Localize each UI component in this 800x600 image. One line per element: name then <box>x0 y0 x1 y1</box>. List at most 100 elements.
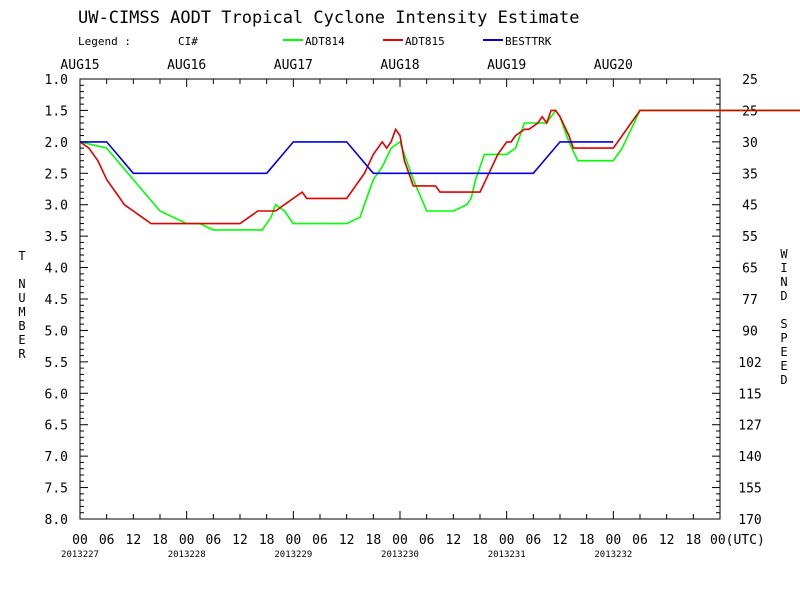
y-left-tick-label: 5.0 <box>45 324 68 339</box>
x-hour-label: 18 <box>259 533 275 548</box>
series-line-adt814 <box>79 109 800 231</box>
legend-label: Legend : <box>78 35 131 48</box>
y-right-title-char: N <box>780 275 787 289</box>
chart-title: UW-CIMSS AODT Tropical Cyclone Intensity… <box>78 8 580 28</box>
x-hour-label: 12 <box>339 533 355 548</box>
x-hour-label: 18 <box>366 533 382 548</box>
x-date-label: 2013228 <box>168 550 206 560</box>
y-left-title-char: B <box>18 319 25 333</box>
x-hour-labels: 00 06 12 18 00 06 12 18 00 06 12 18 00 06 12 18 00 06 12 18… <box>72 533 765 548</box>
x-hour-label: 12 <box>446 533 462 548</box>
y-right-tick-label: 30 <box>742 136 758 151</box>
y-left-tick-label: 1.0 <box>45 73 68 88</box>
y-right-title-char: I <box>780 261 787 275</box>
y-right-tick-label: 77 <box>742 293 758 308</box>
x-hour-label: 00(UTC) <box>710 533 765 548</box>
legend-ci: CI# <box>178 35 198 48</box>
x-hour-label: 06 <box>526 533 542 548</box>
y-left-tick-label: 7.5 <box>45 482 68 497</box>
y-right-tick-label: 25 <box>742 104 758 119</box>
x-hour-label: 00 <box>286 533 302 548</box>
y-right-tick-label: 55 <box>742 230 758 245</box>
x-date-label: 2013231 <box>488 550 526 560</box>
legend: ADT814 ADT815 BESTTRK <box>283 35 552 48</box>
y-right-tick-label: 102 <box>738 356 761 371</box>
y-right-tick-label: 90 <box>742 324 758 339</box>
x-hour-label: 06 <box>206 533 222 548</box>
x-hour-label: 18 <box>152 533 168 548</box>
series-layer <box>79 109 800 231</box>
series-line-besttrk <box>80 141 614 175</box>
top-date-label: AUG16 <box>167 58 206 73</box>
y-right-title-char: E <box>780 359 787 373</box>
x-hour-label: 18 <box>686 533 702 548</box>
x-hour-label: 06 <box>312 533 328 548</box>
y-left-tick-label: 1.5 <box>45 104 68 119</box>
y-left-tick-label: 3.0 <box>45 199 68 214</box>
y-left-title-char: E <box>18 333 25 347</box>
y-left-tick-labels: 1.0 1.5 2.0 2.5 3.0 3.5 4.0 4.5 5.0 5.5 6.0 6.5 7.0 7… <box>45 73 68 528</box>
top-date-label: AUG17 <box>274 58 313 73</box>
x-date-labels: 2013227 2013228 2013229 2013230 2013231 20132… <box>61 550 632 560</box>
x-date-label: 2013229 <box>274 550 312 560</box>
y-right-tick-label: 115 <box>738 387 761 402</box>
x-date-label: 2013227 <box>61 550 99 560</box>
y-left-title-char: U <box>18 291 25 305</box>
y-right-title-char: D <box>780 289 787 303</box>
x-hour-label: 00 <box>72 533 88 548</box>
x-hour-label: 00 <box>499 533 515 548</box>
y-right-title-char: P <box>780 331 787 345</box>
x-hour-label: 06 <box>632 533 648 548</box>
legend-entry-adt814: ADT814 <box>305 35 345 48</box>
y-right-tick-label: 35 <box>742 167 758 182</box>
y-left-tick-label: 4.0 <box>45 262 68 277</box>
top-date-label: AUG15 <box>60 58 99 73</box>
x-hour-label: 00 <box>392 533 408 548</box>
y-right-tick-label: 45 <box>742 199 758 214</box>
y-right-title-char: W <box>780 247 788 261</box>
y-left-tick-label: 3.5 <box>45 230 68 245</box>
y-right-tick-labels: 25 25 30 35 45 55 65 77 90 102 115 127 140 155 170 <box>738 73 761 528</box>
y-left-title-char: M <box>18 305 25 319</box>
x-hour-label: 18 <box>579 533 595 548</box>
legend-entry-adt815: ADT815 <box>405 35 445 48</box>
top-date-label: AUG19 <box>487 58 526 73</box>
y-right-tick-label: 65 <box>742 262 758 277</box>
y-axis-ticks <box>80 78 720 520</box>
y-left-title-char: N <box>18 277 25 291</box>
legend-entry-besttrk: BESTTRK <box>505 35 552 48</box>
y-left-tick-label: 2.0 <box>45 136 68 151</box>
top-date-labels: AUG15 AUG16 AUG17 AUG18 AUG19 AUG20 <box>60 58 632 73</box>
x-hour-label: 12 <box>659 533 675 548</box>
y-right-tick-label: 140 <box>738 450 761 465</box>
x-hour-label: 12 <box>232 533 248 548</box>
x-hour-label: 00 <box>179 533 195 548</box>
x-hour-label: 06 <box>99 533 115 548</box>
y-right-tick-label: 127 <box>738 419 761 434</box>
y-right-title-char: D <box>780 373 787 387</box>
y-right-tick-label: 170 <box>738 513 761 528</box>
top-date-label: AUG18 <box>380 58 419 73</box>
x-date-label: 2013232 <box>594 550 632 560</box>
y-left-tick-label: 7.0 <box>45 450 68 465</box>
x-hour-label: 12 <box>552 533 568 548</box>
y-left-tick-label: 2.5 <box>45 167 68 182</box>
y-right-tick-label: 155 <box>738 482 761 497</box>
y-left-tick-label: 4.5 <box>45 293 68 308</box>
series-line-adt815 <box>79 109 800 225</box>
x-hour-label: 06 <box>419 533 435 548</box>
y-right-tick-label: 25 <box>742 73 758 88</box>
x-date-label: 2013230 <box>381 550 419 560</box>
y-left-tick-label: 6.5 <box>45 419 68 434</box>
top-date-label: AUG20 <box>594 58 633 73</box>
y-right-title-char: E <box>780 345 787 359</box>
x-hour-label: 12 <box>126 533 142 548</box>
y-left-title-char: T <box>18 249 25 263</box>
y-right-title-char: S <box>780 317 787 331</box>
y-left-title-char: R <box>18 347 26 361</box>
y-left-tick-label: 6.0 <box>45 387 68 402</box>
x-hour-label: 18 <box>472 533 488 548</box>
